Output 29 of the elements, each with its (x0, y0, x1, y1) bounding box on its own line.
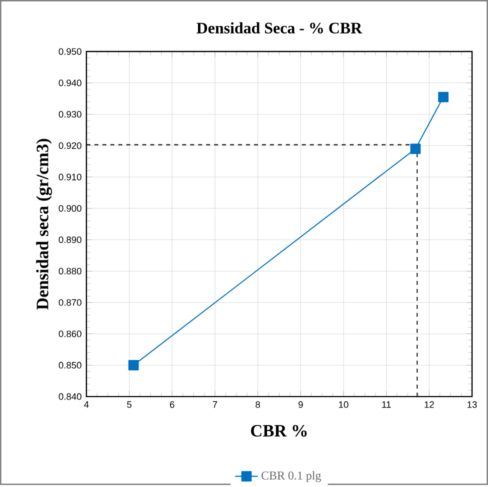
y-tick-label: 0.950 (58, 48, 82, 55)
y-tick-label: 0.920 (58, 142, 82, 150)
y-tick-label: 0.930 (58, 111, 82, 118)
x-tick-label: 9 (298, 401, 303, 408)
x-axis-title: CBR % (251, 425, 307, 437)
y-tick-label: 0.850 (58, 362, 82, 369)
x-tick-label: 13 (468, 401, 477, 408)
y-tick-label: 0.840 (58, 393, 82, 400)
point (410, 144, 421, 154)
point (128, 360, 139, 370)
x-tick-label: 10 (339, 401, 348, 408)
y-tick-label: 0.910 (58, 174, 82, 180)
y-tick-label: 0.890 (58, 236, 82, 244)
x-tick-label: 7 (212, 401, 218, 408)
x-tick-label: 5 (127, 401, 132, 408)
x-tick-label: 12 (424, 401, 434, 408)
point (438, 92, 449, 102)
x-tick-label: 8 (256, 401, 260, 408)
x-tick-label: 11 (382, 401, 391, 408)
y-tick-label: 0.880 (58, 268, 82, 274)
y-tick-label: 0.900 (58, 205, 82, 212)
chart-title: Densidad Seca - % CBR (196, 22, 362, 34)
y-tick-label: 0.940 (58, 80, 82, 86)
x-tick-label: 6 (170, 401, 174, 408)
y-tick-label: 0.870 (58, 299, 82, 306)
y-axis-title: Densidad seca (gr/cm3) (36, 138, 52, 310)
legend-label: CBR 0.1 plg (262, 471, 321, 482)
x-tick-label: 4 (84, 401, 89, 408)
y-tick-label: 0.860 (58, 330, 82, 338)
